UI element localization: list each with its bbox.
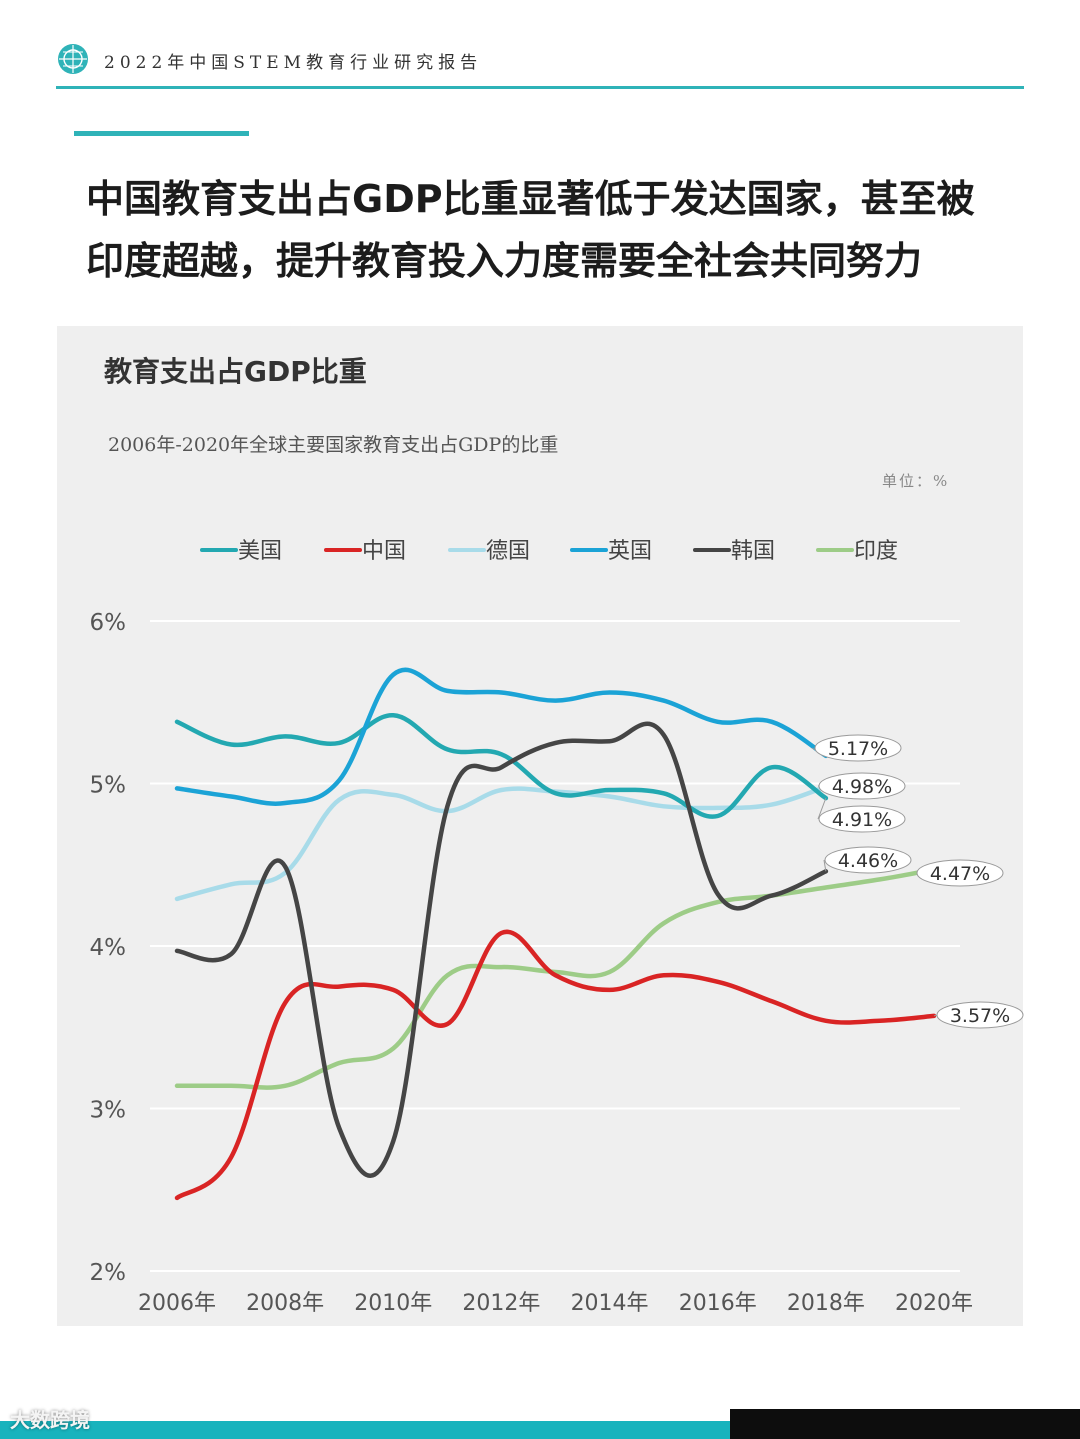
x-tick-label: 2010年 <box>354 1291 432 1316</box>
series-line <box>174 929 937 1201</box>
footer-dark-bar <box>730 1409 1080 1439</box>
data-label: 5.17% <box>828 738 888 760</box>
x-tick-label: 2014年 <box>571 1291 649 1316</box>
data-label: 4.98% <box>832 776 892 798</box>
legend-label: 印度 <box>854 539 898 564</box>
data-label: 4.47% <box>930 863 990 885</box>
unit-label: 单位：% <box>882 472 950 490</box>
page-headline: 中国教育支出占GDP比重显著低于发达国家，甚至被 印度超越，提升教育投入力度需要… <box>86 168 1036 292</box>
series-line <box>174 867 937 1090</box>
headline-line-2: 印度超越，提升教育投入力度需要全社会共同努力 <box>86 239 923 283</box>
x-tick-label: 2020年 <box>895 1291 973 1316</box>
callout-leader <box>823 859 827 872</box>
report-logo-icon <box>58 44 88 74</box>
y-tick-label: 2% <box>90 1260 127 1286</box>
callout-bubble <box>936 1001 1024 1029</box>
x-tick-label: 2018年 <box>787 1291 865 1316</box>
series-line <box>174 713 829 819</box>
series-line <box>174 721 829 1178</box>
y-tick-label: 5% <box>90 773 127 799</box>
headline-line-1: 中国教育支出占GDP比重显著低于发达国家，甚至被 <box>86 177 975 221</box>
headline-accent-bar <box>74 131 249 136</box>
header-divider <box>56 86 1024 89</box>
legend-label: 英国 <box>608 539 652 564</box>
legend-label: 美国 <box>238 539 282 564</box>
y-tick-label: 3% <box>90 1098 127 1124</box>
series-line <box>174 667 829 806</box>
x-tick-label: 2016年 <box>679 1291 757 1316</box>
footer-teal-bar <box>0 1421 730 1439</box>
y-tick-label: 4% <box>90 935 127 961</box>
legend-label: 中国 <box>362 539 406 564</box>
callout-bubble <box>818 772 906 800</box>
chart-subtitle: 2006年-2020年全球主要国家教育支出占GDP的比重 <box>108 434 559 456</box>
data-label: 4.46% <box>838 850 898 872</box>
x-tick-label: 2012年 <box>462 1291 540 1316</box>
legend-label: 韩国 <box>731 539 775 564</box>
x-tick-label: 2006年 <box>138 1291 216 1316</box>
series-line <box>174 784 829 902</box>
watermark: 大数跨境 <box>10 1408 90 1432</box>
x-tick-label: 2008年 <box>246 1291 324 1316</box>
y-tick-label: 6% <box>90 610 127 636</box>
data-label: 4.91% <box>832 809 892 831</box>
data-label: 3.57% <box>950 1005 1010 1027</box>
chart-title: 教育支出占GDP比重 <box>104 355 367 388</box>
callout-bubble <box>824 846 912 874</box>
report-title: 2022年中国STEM教育行业研究报告 <box>104 53 483 73</box>
callout-bubble <box>814 734 902 762</box>
callout-bubble <box>916 859 1004 887</box>
legend-label: 德国 <box>486 539 530 564</box>
callout-bubble <box>818 805 906 833</box>
callout-leader <box>817 797 827 820</box>
